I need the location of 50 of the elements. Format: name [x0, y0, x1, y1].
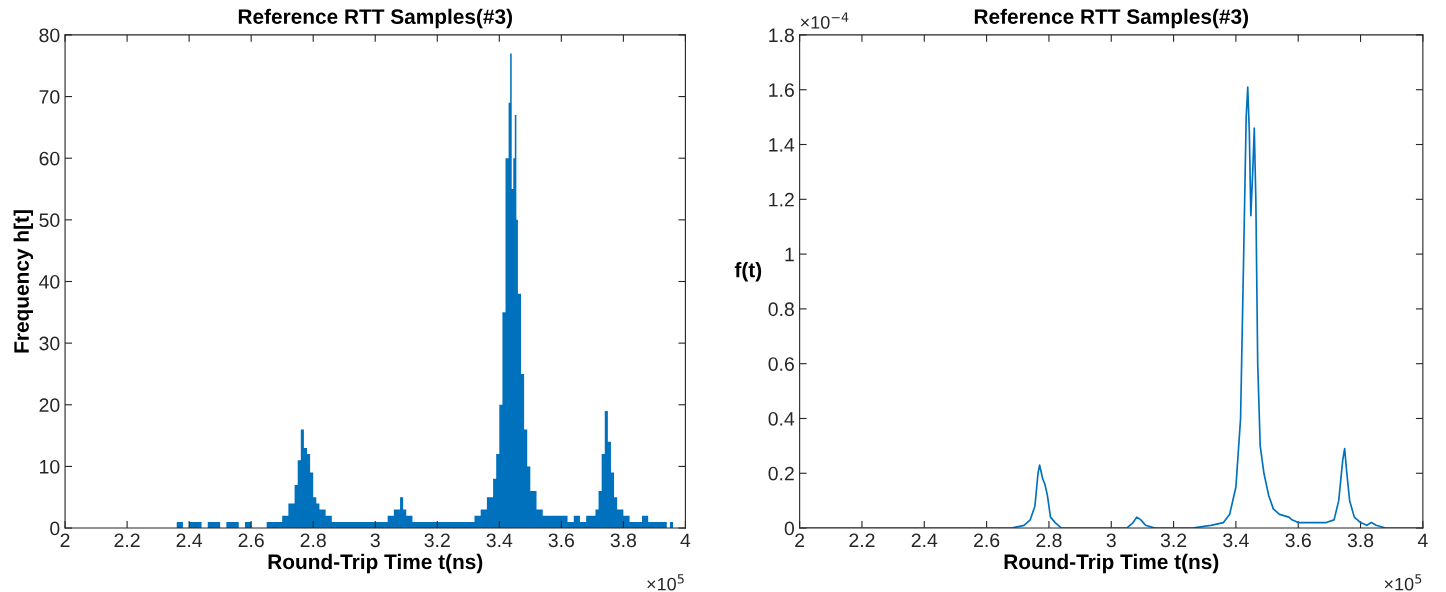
y-tick-label: 20 — [39, 398, 60, 413]
y-tick-label: 0 — [784, 521, 795, 536]
text: ×10$^{−4}$ — [800, 12, 849, 29]
chart-title: Reference RTT Samples(#3) — [238, 8, 512, 29]
x-tick-label: 3.4 — [1223, 533, 1249, 548]
text: ×10$^{5}$ — [1384, 574, 1422, 591]
y-tick-label: 80 — [39, 28, 60, 43]
x-tick-label: 2.4 — [911, 533, 938, 548]
x-tick-label: 3.6 — [548, 533, 574, 548]
x-tick-label: 3 — [1106, 533, 1116, 548]
y-tick-label: 40 — [39, 274, 60, 289]
x-tick-label: 3.8 — [610, 533, 637, 548]
x-tick-label: 3.6 — [1285, 533, 1311, 548]
y-tick-label: 1.4 — [769, 138, 795, 152]
x-tick-label: 3.2 — [424, 533, 450, 548]
y-tick-label: 1.8 — [769, 28, 794, 43]
y-tick-label: 70 — [39, 90, 60, 104]
x-tick-label: 2.8 — [1036, 533, 1062, 548]
y-tick-label: 0.8 — [768, 302, 794, 317]
x-tick-label: 4 — [680, 533, 691, 548]
x-tick-label: 2.4 — [176, 533, 203, 548]
y-axis-title: Frequency h[t] — [13, 210, 34, 353]
y-tick-label: 60 — [39, 151, 60, 166]
y-tick-label: 0 — [50, 521, 60, 536]
y-tick-label: 50 — [39, 213, 60, 228]
y-axis-title: f(t) — [734, 262, 762, 282]
x-tick-label: 2.2 — [114, 533, 140, 548]
y-tick-label: 1.6 — [769, 83, 794, 97]
x-tick-label: 3 — [370, 533, 380, 548]
x-tick-label: 2.8 — [300, 533, 326, 548]
chart-title: Reference RTT Samples(#3) — [974, 8, 1249, 29]
x-tick-label: 2.6 — [238, 533, 264, 548]
y-tick-label: 1 — [785, 247, 794, 262]
x-tick-label: 3.8 — [1347, 533, 1374, 548]
y-tick-label: 0.2 — [768, 466, 794, 481]
y-tick-label: 1.2 — [769, 192, 794, 207]
x-axis-title: Round-Trip Time t(ns) — [268, 553, 483, 574]
x-tick-label: 2 — [60, 533, 70, 548]
y-tick-label: 30 — [39, 336, 60, 351]
x-tick-label: 2 — [795, 533, 805, 548]
x-tick-label: 3.4 — [486, 533, 513, 548]
x-tick-label: 4 — [1417, 533, 1428, 548]
x-tick-label: 2.6 — [974, 533, 1000, 548]
x-tick-label: 2.2 — [849, 533, 875, 548]
y-tick-label: 0.6 — [768, 357, 794, 371]
y-tick-label: 0.4 — [768, 411, 795, 426]
y-tick-label: 10 — [40, 459, 60, 474]
text: ×10$^{5}$ — [647, 574, 684, 591]
x-axis-title: Round-Trip Time t(ns) — [1004, 553, 1219, 574]
x-tick-label: 3.2 — [1160, 533, 1187, 548]
